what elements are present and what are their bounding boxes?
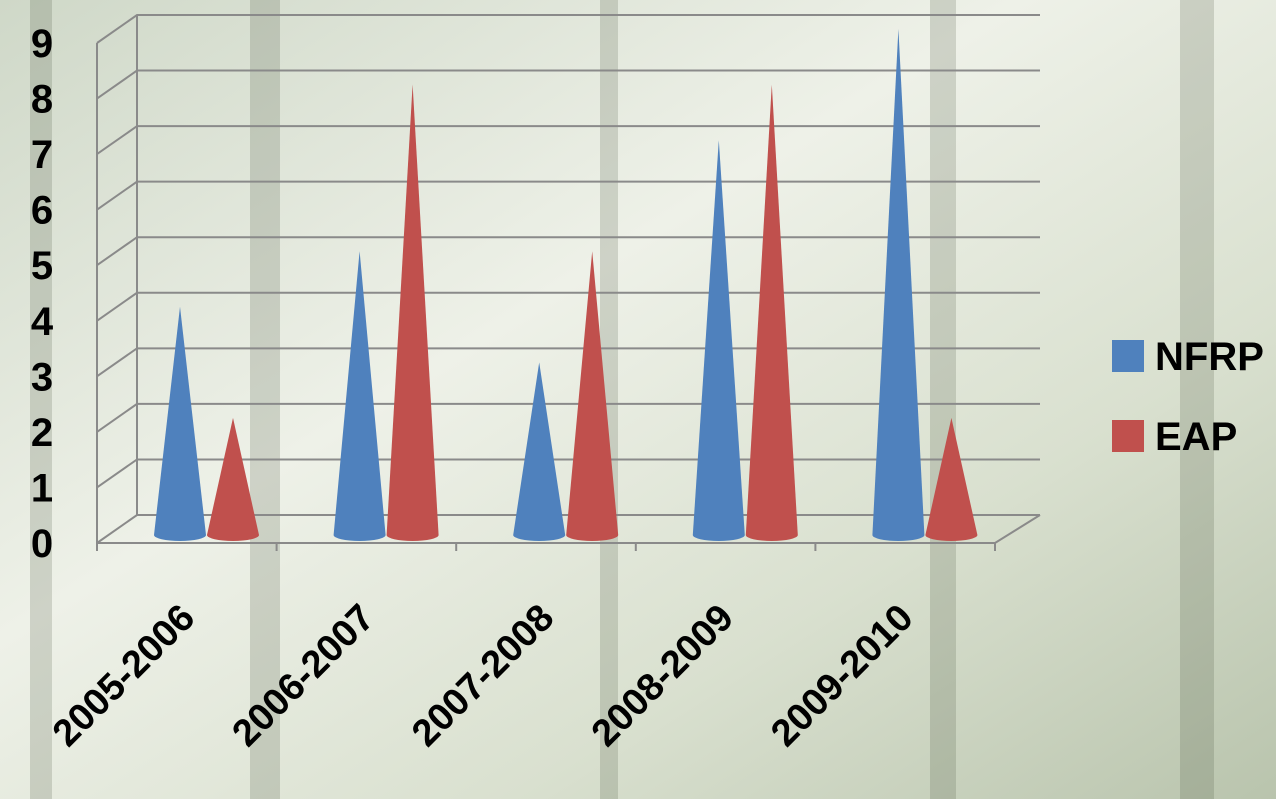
y-tick-label: 4 <box>31 300 54 344</box>
y-tick-label: 9 <box>31 22 53 66</box>
legend-label: EAP <box>1155 415 1237 459</box>
legend-label: NFRP <box>1155 335 1264 379</box>
y-tick-label: 3 <box>31 355 53 399</box>
y-tick-label: 0 <box>31 522 53 566</box>
y-tick-label: 1 <box>31 466 53 510</box>
y-tick-label: 5 <box>31 244 53 288</box>
y-tick-label: 7 <box>31 133 53 177</box>
y-tick-label: 6 <box>31 189 53 233</box>
chart: 01234567892005-20062006-20072007-2008200… <box>0 0 1276 799</box>
y-tick-label: 2 <box>31 411 53 455</box>
y-tick-label: 8 <box>31 78 53 122</box>
legend-swatch <box>1112 340 1144 372</box>
legend-swatch <box>1112 420 1144 452</box>
